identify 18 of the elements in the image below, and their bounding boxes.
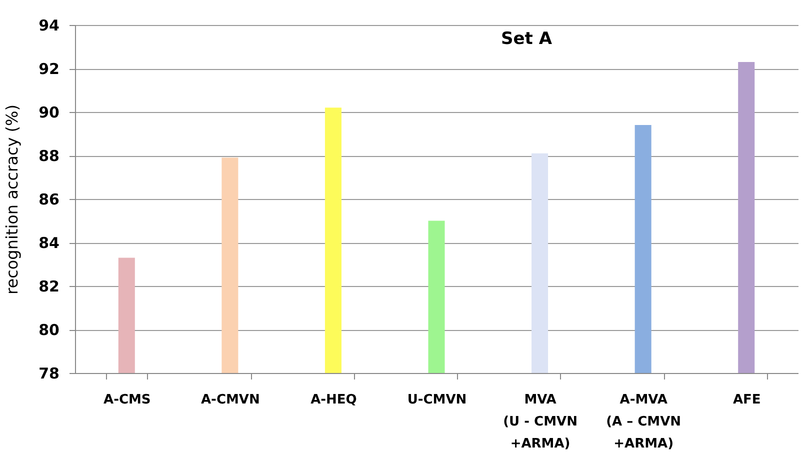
x-tick-label: A-HEQ [310, 392, 357, 408]
y-axis-title: recognition accracy (%) [2, 104, 22, 294]
y-tick-label: 84 [38, 234, 60, 252]
y-tick-label: 82 [38, 278, 60, 296]
x-tick-label: A-CMS [103, 392, 151, 408]
x-tick-label: A-MVA (A – CMVN +ARMA) [606, 392, 682, 452]
y-tick-label: 94 [38, 16, 60, 34]
x-tick-label: A-CMVN [200, 392, 260, 408]
y-tick-label: 80 [38, 321, 60, 339]
x-tick-label: AFE [732, 392, 761, 408]
chart-title: Set A [501, 29, 553, 49]
y-tick-label: 88 [38, 147, 60, 165]
y-tick-label: 78 [38, 364, 60, 382]
y-tick-label: 90 [38, 104, 60, 122]
y-tick-label: 86 [38, 190, 60, 208]
x-tick-label: U-CMVN [407, 392, 467, 408]
y-tick-label: 92 [38, 60, 60, 78]
x-tick-label: MVA (U - CMVN +ARMA) [503, 392, 578, 452]
